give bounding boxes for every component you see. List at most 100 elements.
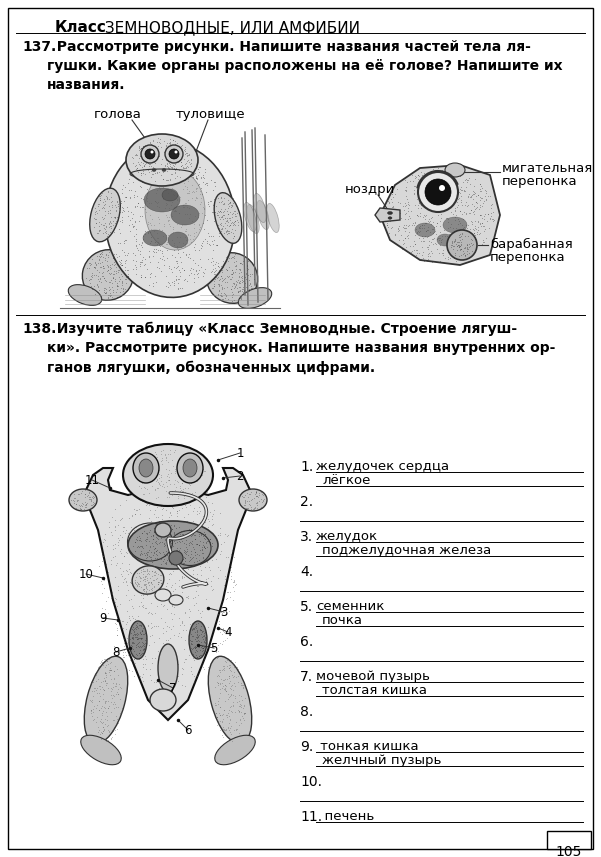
Point bbox=[427, 236, 436, 249]
Point bbox=[184, 522, 194, 536]
Point bbox=[406, 211, 415, 225]
Point bbox=[407, 244, 416, 258]
Point bbox=[131, 630, 141, 644]
Point bbox=[134, 530, 144, 543]
Point bbox=[171, 536, 180, 550]
Ellipse shape bbox=[105, 142, 235, 297]
Point bbox=[88, 494, 98, 508]
Point bbox=[165, 136, 175, 150]
Point bbox=[197, 521, 206, 535]
Point bbox=[109, 271, 118, 285]
Point bbox=[183, 469, 193, 482]
Point bbox=[142, 548, 151, 561]
Point bbox=[214, 230, 224, 243]
Point bbox=[142, 149, 152, 163]
Point bbox=[151, 675, 160, 689]
Point bbox=[180, 551, 190, 565]
Point bbox=[420, 229, 430, 243]
Point bbox=[400, 173, 410, 187]
Point bbox=[166, 467, 175, 481]
Point bbox=[478, 216, 487, 230]
Point bbox=[191, 537, 201, 551]
Point bbox=[108, 676, 118, 690]
Point bbox=[189, 640, 199, 654]
Point bbox=[109, 248, 118, 261]
Point bbox=[200, 532, 209, 546]
Point bbox=[166, 233, 176, 247]
Point bbox=[177, 240, 186, 254]
Point bbox=[168, 220, 178, 234]
Point bbox=[171, 493, 181, 506]
Point bbox=[440, 224, 450, 237]
Point bbox=[200, 165, 210, 178]
Point bbox=[161, 519, 171, 533]
Point bbox=[226, 251, 236, 265]
Text: печень: печень bbox=[316, 810, 374, 823]
Point bbox=[109, 671, 119, 685]
Point bbox=[130, 644, 139, 658]
Point bbox=[400, 212, 410, 225]
Point bbox=[173, 548, 183, 561]
Point bbox=[191, 532, 200, 546]
Point bbox=[160, 548, 170, 562]
Point bbox=[419, 183, 429, 196]
Ellipse shape bbox=[150, 689, 176, 711]
Point bbox=[85, 273, 94, 287]
Point bbox=[138, 159, 147, 173]
Point bbox=[162, 624, 171, 638]
Point bbox=[154, 534, 164, 548]
Point bbox=[158, 545, 168, 559]
Point bbox=[438, 246, 447, 260]
Point bbox=[123, 269, 133, 283]
Point bbox=[160, 681, 169, 695]
Point bbox=[481, 184, 490, 198]
Point bbox=[115, 255, 125, 269]
Point bbox=[132, 523, 142, 536]
Point bbox=[221, 655, 230, 668]
Point bbox=[150, 174, 160, 188]
Point bbox=[174, 503, 184, 517]
Point bbox=[415, 221, 424, 235]
Point bbox=[215, 226, 225, 240]
Point bbox=[158, 191, 168, 205]
Point bbox=[121, 588, 131, 602]
Point bbox=[87, 706, 96, 720]
Point bbox=[460, 240, 469, 254]
Point bbox=[413, 183, 423, 197]
Point bbox=[161, 138, 171, 152]
Point bbox=[118, 187, 127, 201]
Point bbox=[174, 556, 184, 570]
Point bbox=[226, 572, 236, 586]
Point bbox=[429, 181, 438, 195]
Point bbox=[238, 274, 248, 288]
Point bbox=[101, 668, 111, 681]
Point bbox=[178, 542, 188, 556]
Point bbox=[237, 269, 246, 283]
Point bbox=[135, 618, 145, 632]
Point bbox=[227, 216, 236, 230]
Point bbox=[401, 221, 411, 235]
Point bbox=[147, 536, 156, 549]
Point bbox=[194, 165, 204, 179]
Point bbox=[151, 544, 160, 558]
Point bbox=[145, 177, 155, 191]
Point bbox=[247, 281, 257, 295]
Point bbox=[153, 531, 162, 545]
Point bbox=[147, 231, 156, 244]
Point bbox=[103, 291, 112, 305]
Point bbox=[456, 243, 465, 256]
Point bbox=[117, 681, 126, 695]
Point bbox=[414, 191, 424, 205]
Point bbox=[138, 624, 147, 638]
Point bbox=[162, 679, 171, 692]
Point bbox=[442, 173, 452, 187]
Point bbox=[145, 136, 154, 150]
Point bbox=[451, 221, 461, 235]
Point bbox=[228, 219, 238, 232]
Point bbox=[180, 240, 190, 254]
Point bbox=[435, 231, 445, 244]
Point bbox=[101, 658, 111, 672]
Point bbox=[178, 159, 188, 173]
Point bbox=[99, 704, 108, 718]
Point bbox=[463, 198, 473, 212]
